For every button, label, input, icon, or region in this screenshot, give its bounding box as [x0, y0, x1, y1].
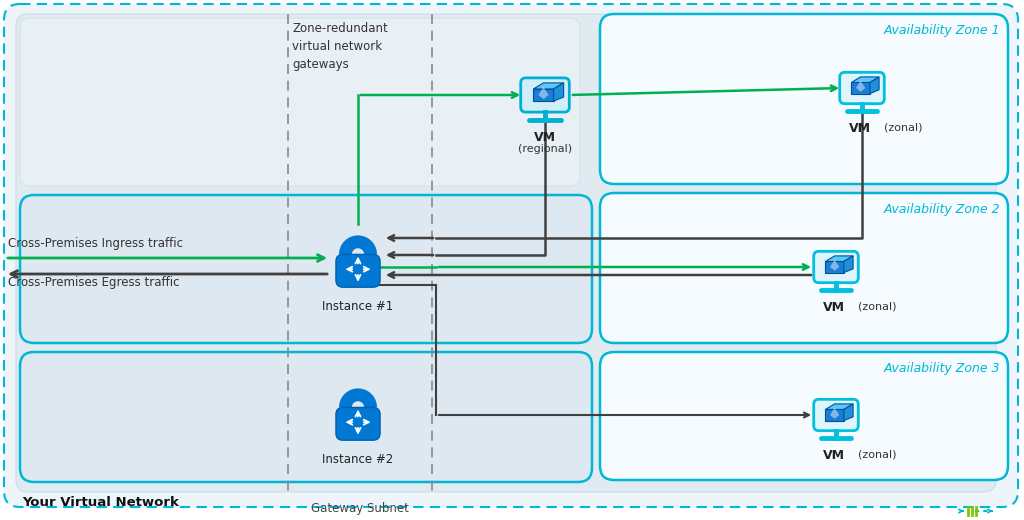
FancyBboxPatch shape: [4, 4, 1018, 507]
Polygon shape: [830, 259, 840, 271]
FancyBboxPatch shape: [20, 352, 592, 482]
Text: Instance #2: Instance #2: [323, 453, 393, 466]
Text: (zonal): (zonal): [858, 301, 896, 311]
Polygon shape: [844, 256, 853, 272]
Text: Zone-redundant
virtual network
gateways: Zone-redundant virtual network gateways: [292, 22, 388, 71]
Polygon shape: [534, 89, 554, 101]
Text: Availability Zone 1: Availability Zone 1: [884, 24, 1000, 37]
FancyBboxPatch shape: [814, 399, 858, 431]
Polygon shape: [554, 83, 563, 101]
Text: Instance #1: Instance #1: [323, 300, 393, 313]
Text: Gateway Subnet: Gateway Subnet: [311, 502, 409, 515]
Text: VM: VM: [823, 449, 845, 462]
Polygon shape: [851, 83, 869, 94]
Text: (zonal): (zonal): [884, 122, 923, 132]
FancyBboxPatch shape: [16, 14, 996, 492]
FancyBboxPatch shape: [20, 18, 580, 186]
Polygon shape: [844, 404, 853, 421]
Text: Cross-Premises Ingress traffic: Cross-Premises Ingress traffic: [8, 237, 183, 250]
Text: (zonal): (zonal): [858, 449, 896, 459]
FancyBboxPatch shape: [814, 251, 858, 283]
Polygon shape: [869, 77, 879, 94]
Polygon shape: [825, 262, 844, 272]
Text: Cross-Premises Egress traffic: Cross-Premises Egress traffic: [8, 276, 179, 289]
Polygon shape: [825, 256, 853, 262]
FancyBboxPatch shape: [600, 193, 1008, 343]
FancyBboxPatch shape: [336, 254, 380, 287]
Text: Availability Zone 2: Availability Zone 2: [884, 203, 1000, 216]
Text: (regional): (regional): [518, 144, 572, 154]
FancyBboxPatch shape: [600, 352, 1008, 480]
FancyBboxPatch shape: [20, 195, 592, 343]
Text: VM: VM: [849, 122, 871, 135]
Text: Your Virtual Network: Your Virtual Network: [22, 496, 179, 509]
FancyBboxPatch shape: [840, 72, 885, 103]
Polygon shape: [825, 409, 844, 421]
Polygon shape: [825, 404, 853, 409]
Text: VM: VM: [534, 131, 556, 144]
Polygon shape: [539, 87, 549, 99]
FancyBboxPatch shape: [520, 78, 569, 112]
FancyBboxPatch shape: [336, 408, 380, 440]
Text: VM: VM: [823, 301, 845, 314]
Polygon shape: [856, 81, 865, 92]
Text: Availability Zone 3: Availability Zone 3: [884, 362, 1000, 375]
Polygon shape: [851, 77, 879, 83]
Polygon shape: [830, 408, 840, 419]
Polygon shape: [534, 83, 563, 89]
FancyBboxPatch shape: [600, 14, 1008, 184]
